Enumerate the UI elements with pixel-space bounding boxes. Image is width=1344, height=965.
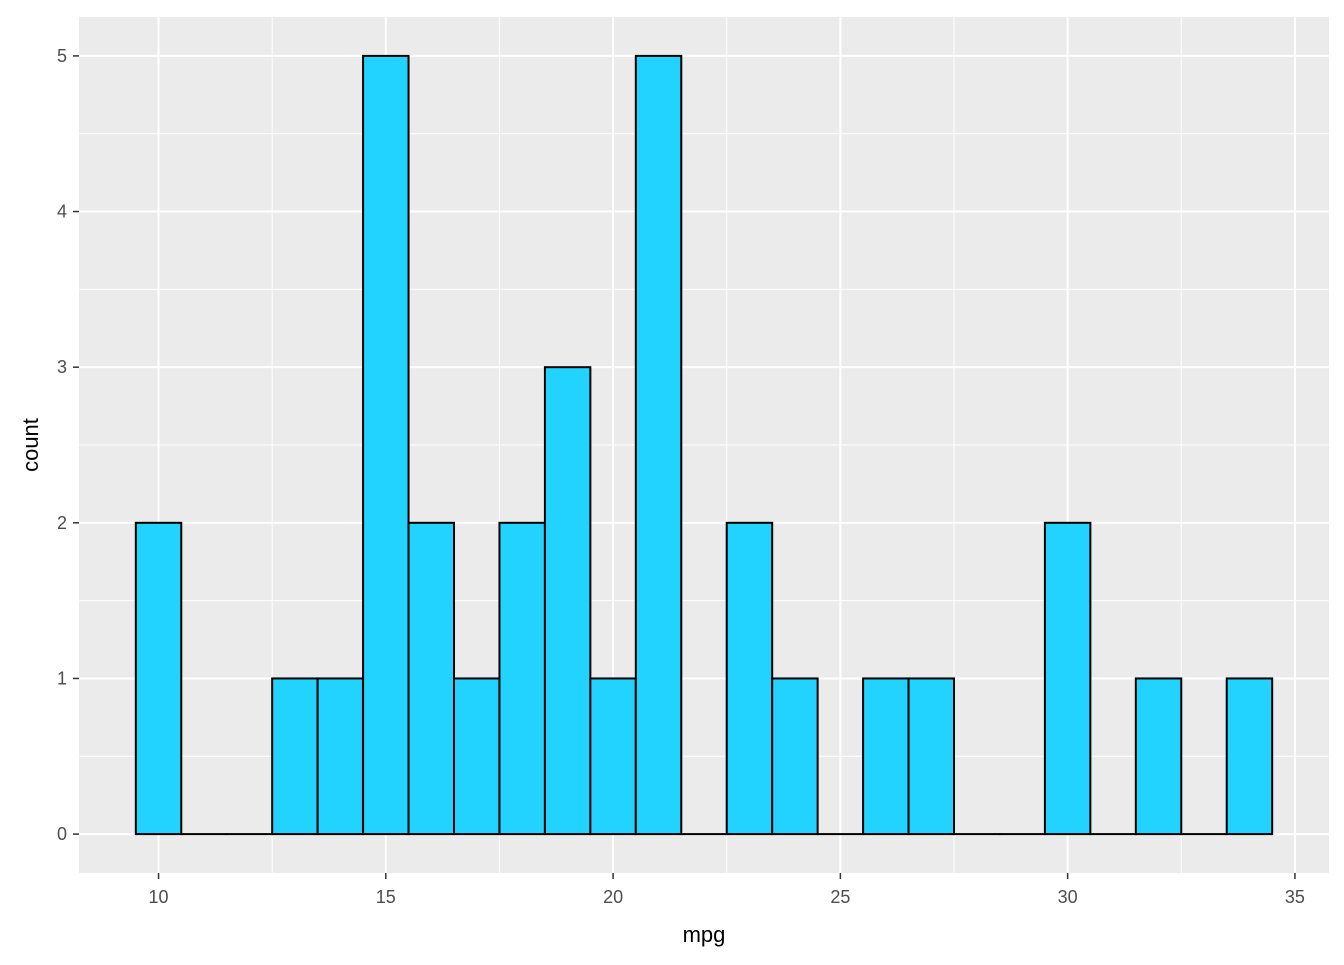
histogram-bar bbox=[318, 678, 363, 834]
x-tick-label: 25 bbox=[830, 887, 850, 907]
x-tick-label: 10 bbox=[149, 887, 169, 907]
y-axis-ticks bbox=[73, 56, 79, 834]
histogram-bar bbox=[545, 367, 590, 834]
histogram-bar bbox=[272, 678, 317, 834]
y-tick-label: 2 bbox=[57, 513, 67, 533]
histogram-bar bbox=[636, 56, 681, 834]
y-tick-label: 4 bbox=[57, 202, 67, 222]
y-axis-title: count bbox=[18, 418, 43, 472]
histogram-bar bbox=[363, 56, 408, 834]
histogram-bar bbox=[1045, 523, 1090, 834]
histogram-bar bbox=[1227, 678, 1272, 834]
histogram-bar bbox=[499, 523, 544, 834]
x-tick-label: 20 bbox=[603, 887, 623, 907]
histogram-bar bbox=[590, 678, 635, 834]
y-tick-label: 5 bbox=[57, 46, 67, 66]
x-tick-label: 35 bbox=[1285, 887, 1305, 907]
x-tick-label: 15 bbox=[376, 887, 396, 907]
histogram-bar bbox=[136, 523, 181, 834]
histogram-bar bbox=[1136, 678, 1181, 834]
histogram-bar bbox=[863, 678, 908, 834]
histogram-bar bbox=[454, 678, 499, 834]
histogram-bar bbox=[727, 523, 772, 834]
histogram-bar bbox=[909, 678, 954, 834]
x-axis-title: mpg bbox=[683, 922, 726, 947]
histogram-bar bbox=[409, 523, 454, 834]
y-tick-label: 1 bbox=[57, 668, 67, 688]
x-axis-tick-labels: 10 15 20 25 30 35 bbox=[149, 887, 1305, 907]
x-tick-label: 30 bbox=[1058, 887, 1078, 907]
y-tick-label: 0 bbox=[57, 824, 67, 844]
y-axis-tick-labels: 0 1 2 3 4 5 bbox=[57, 46, 67, 844]
y-tick-label: 3 bbox=[57, 357, 67, 377]
histogram-bar bbox=[772, 678, 817, 834]
x-axis-ticks bbox=[159, 873, 1295, 879]
